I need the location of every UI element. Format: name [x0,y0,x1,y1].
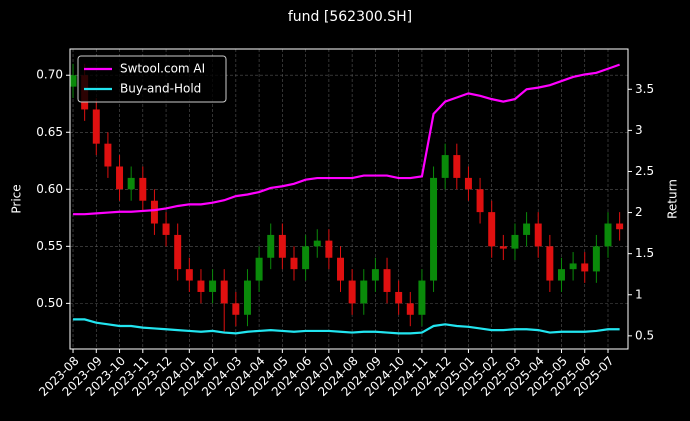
candle-body [337,257,344,281]
candle-body [174,234,182,270]
legend-label: Buy-and-Hold [120,82,201,96]
candle-body [511,234,519,249]
y2-tick-label: 2 [635,205,643,219]
candle-body [418,280,426,315]
candle-body [302,246,310,270]
candle-body [290,257,298,270]
candle-body [243,280,251,315]
y2-tick-label: 1 [635,287,643,301]
y-tick-label: 0.65 [36,125,63,139]
candle-body [360,280,368,304]
y-tick-label: 0.55 [36,239,63,253]
candle-body [255,257,263,281]
candle-body [616,223,624,230]
candle-body [92,109,100,144]
candle-body [232,303,240,315]
y2-tick-label: 2.5 [635,164,654,178]
candle-body [581,263,589,272]
candle-body [534,223,542,247]
candle-body [499,246,507,249]
candle-body [209,280,217,292]
candle-body [441,155,449,178]
candle-body [185,269,193,281]
candle-body [604,223,612,247]
y2-axis-label: Return [666,179,680,219]
series-line [73,63,620,216]
candle-body [220,280,228,304]
plot-frame [69,48,629,350]
candle-body [150,200,158,224]
candle-body [464,177,472,190]
candle-body [104,143,112,167]
candle-body [267,234,275,258]
candle-body [430,177,438,281]
candle-body [383,269,391,292]
candle-body [453,155,461,178]
y-tick-label: 0.50 [36,296,63,310]
chart-title: fund [562300.SH] [288,9,412,25]
candle-body [325,240,333,258]
candle-body [592,246,600,272]
candle-body [348,280,356,304]
candle-body [162,223,170,235]
candle-body [395,291,403,304]
y2-tick-label: 0.5 [635,328,654,342]
y-tick-label: 0.70 [36,68,63,82]
candle-body [116,166,124,190]
y-axis-label: Price [10,184,24,213]
candle-body [557,269,565,281]
candle-body [127,177,135,190]
candle-body [197,280,205,292]
y2-tick-label: 3 [635,123,643,137]
candle-body [476,189,484,213]
legend-box [77,55,227,103]
y2-tick-label: 3.5 [635,82,654,96]
y-tick-label: 0.60 [36,182,63,196]
candle-body [406,303,414,315]
candle-body [69,75,77,87]
candle-body [371,269,379,281]
legend-label: Swtool.com AI [120,62,205,76]
candle-body [278,234,286,258]
candle-body [569,263,577,270]
candle-body [523,223,531,235]
candle-body [313,240,321,247]
candle-body [546,246,554,281]
y2-tick-label: 1.5 [635,246,654,260]
candle-body [488,212,496,247]
candle-body [139,177,147,201]
series-line [73,318,620,335]
